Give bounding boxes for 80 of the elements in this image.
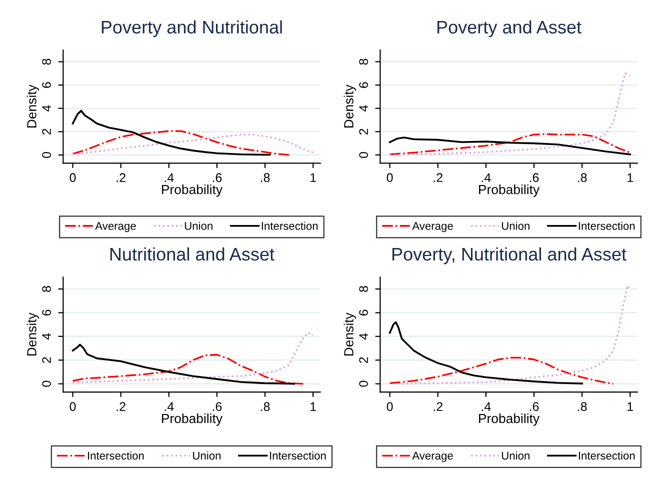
legend-label: Average: [412, 452, 453, 462]
x-tick-label: .4: [482, 173, 491, 182]
line-series: [388, 133, 631, 156]
line-series: [72, 354, 304, 385]
legend-label: Intersection: [578, 222, 635, 230]
line-series: [388, 136, 632, 156]
x-axis-title: Probability: [479, 413, 540, 426]
y-tick-label: 8: [359, 286, 368, 292]
x-axis-title: Probability: [479, 184, 540, 197]
x-tick-label: .6: [212, 402, 222, 411]
x-tick-label: 0: [70, 402, 76, 411]
y-tick-label: 8: [359, 58, 368, 65]
legend-label: Average: [412, 222, 453, 232]
y-tick-label: 2: [42, 357, 51, 363]
x-tick-label: .6: [212, 173, 222, 182]
legend-label: Union: [184, 222, 212, 230]
x-tick-label: 1: [628, 402, 633, 411]
y-tick-label: 6: [359, 310, 368, 316]
line-series: [72, 344, 295, 385]
y-tick-label: 6: [359, 82, 368, 88]
y-tick-label: 2: [359, 128, 368, 135]
chart-title: Poverty, Nutritional and Asset: [392, 247, 626, 264]
line-series: [72, 332, 314, 384]
y-tick-label: 0: [42, 380, 51, 387]
legend-label: Intersection: [578, 451, 635, 460]
line-series: [400, 284, 631, 385]
y-tick-label: 4: [359, 333, 368, 340]
y-tick-label: 2: [359, 357, 368, 363]
legend-label: Intersection: [88, 451, 144, 460]
y-axis-title: Density: [344, 84, 356, 128]
x-tick-label: .2: [434, 402, 442, 411]
x-tick-label: .8: [578, 402, 587, 411]
y-tick-label: 4: [359, 105, 368, 112]
line-series: [72, 130, 290, 156]
y-tick-label: 4: [42, 333, 51, 340]
line-series: [388, 72, 631, 156]
line-series: [388, 356, 614, 385]
y-tick-label: 6: [42, 82, 51, 88]
legend-label: Union: [502, 451, 530, 460]
x-tick-label: 0: [70, 173, 76, 182]
y-axis-title: Density: [26, 312, 39, 356]
y-tick-label: 0: [42, 152, 51, 158]
y-tick-label: 8: [42, 58, 51, 65]
x-tick-label: 0: [386, 173, 393, 182]
legend-label: Intersection: [262, 222, 318, 230]
x-tick-label: .2: [434, 173, 442, 182]
y-tick-label: 0: [359, 152, 368, 158]
y-tick-label: 4: [42, 105, 51, 112]
y-tick-label: 2: [42, 128, 51, 135]
legend-label: Average: [95, 222, 136, 232]
x-tick-label: 1: [628, 173, 633, 182]
x-tick-label: .4: [164, 173, 174, 182]
x-tick-label: .6: [530, 402, 539, 411]
x-tick-label: .6: [530, 173, 539, 182]
x-axis-title: Probability: [162, 413, 222, 426]
legend-label: Union: [502, 222, 530, 230]
x-tick-label: 1: [310, 402, 316, 411]
legend-label: Union: [193, 451, 221, 460]
x-tick-label: .4: [482, 402, 491, 411]
y-axis-title: Density: [344, 312, 356, 356]
y-tick-label: 6: [42, 310, 51, 316]
line-series: [72, 110, 271, 156]
line-series: [388, 321, 583, 384]
x-tick-label: 1: [310, 173, 316, 182]
chart-title: Poverty and Asset: [437, 20, 582, 38]
line-series: [72, 134, 314, 156]
y-axis-title: Density: [26, 84, 39, 128]
y-tick-label: 8: [42, 286, 51, 292]
legend-label: Intersection: [270, 451, 326, 460]
x-tick-label: .8: [260, 173, 270, 182]
chart-title: Nutritional and Asset: [110, 247, 274, 261]
x-tick-label: .8: [578, 173, 587, 182]
x-tick-label: .8: [260, 402, 270, 411]
chart-title: Poverty and Nutritional: [102, 20, 282, 38]
x-tick-label: .4: [164, 402, 174, 411]
x-tick-label: 0: [386, 402, 393, 411]
x-tick-label: .2: [116, 173, 126, 182]
x-tick-label: .2: [116, 402, 126, 411]
x-axis-title: Probability: [162, 184, 222, 197]
y-tick-label: 0: [359, 380, 368, 387]
